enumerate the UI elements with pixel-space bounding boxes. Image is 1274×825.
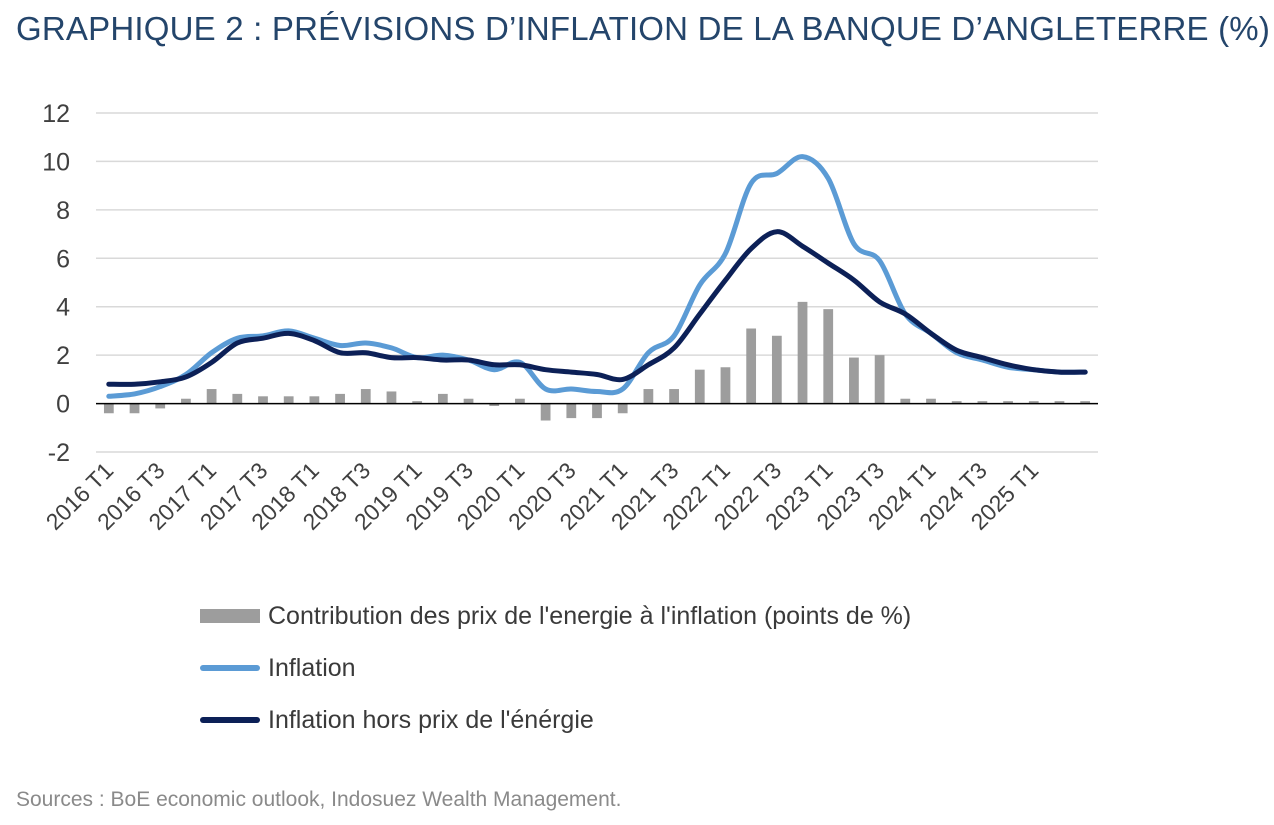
legend-item-energy: Contribution des prix de l'energie à l'i… (200, 590, 911, 642)
energy-bar (386, 391, 397, 404)
y-axis-ticks: -2 0 2 4 6 8 10 12 (42, 100, 70, 467)
energy-bar (540, 403, 551, 421)
energy-bar (823, 309, 834, 404)
energy-bar (849, 357, 859, 404)
energy-bar (309, 396, 320, 404)
core-inflation-line (106, 229, 1088, 387)
y-tick-label: 12 (42, 100, 70, 128)
gridlines (96, 112, 1098, 453)
energy-bar (617, 403, 628, 414)
energy-bar (258, 396, 268, 404)
energy-bar (771, 335, 782, 404)
energy-bar (1003, 401, 1013, 404)
y-tick-label: 10 (42, 148, 70, 176)
y-tick-label: 4 (56, 294, 70, 322)
energy-bar (232, 393, 243, 404)
energy-bar (797, 301, 808, 404)
energy-bar (489, 403, 500, 406)
energy-bar (283, 396, 294, 404)
legend-swatch-energy (200, 609, 260, 623)
energy-bar (746, 328, 757, 404)
energy-bar (694, 369, 705, 404)
energy-bar (1028, 401, 1039, 404)
energy-bar (592, 403, 602, 419)
energy-bar (1054, 401, 1065, 404)
energy-bar (437, 393, 448, 404)
energy-bar (720, 367, 731, 404)
energy-bar (181, 398, 191, 404)
y-tick-label: -2 (48, 439, 70, 467)
energy-bar (515, 398, 525, 404)
y-tick-label: 6 (56, 245, 70, 273)
legend-swatch-core-inflation (200, 717, 260, 723)
legend-item-inflation: Inflation (200, 642, 911, 694)
energy-bar (103, 403, 114, 414)
energy-bar (335, 393, 345, 404)
inflation-line (106, 154, 1088, 399)
energy-bar (874, 355, 885, 404)
energy-bar (669, 389, 679, 404)
energy-bar (643, 389, 654, 404)
energy-bar (360, 389, 371, 404)
energy-bar (926, 398, 936, 404)
energy-bar (463, 398, 474, 404)
energy-bar (206, 389, 217, 404)
legend-label-inflation: Inflation (268, 653, 356, 682)
energy-bar (977, 401, 988, 404)
series-lines (106, 154, 1088, 399)
y-tick-label: 8 (56, 197, 70, 225)
y-tick-label: 2 (56, 342, 70, 370)
energy-bar (129, 403, 140, 414)
energy-bar (1080, 401, 1091, 404)
legend-label-core-inflation: Inflation hors prix de l'énérgie (268, 705, 594, 734)
energy-bar (155, 403, 166, 409)
energy-contribution-bars (103, 301, 1091, 421)
legend-item-core-inflation: Inflation hors prix de l'énérgie (200, 694, 911, 746)
source-note: Sources : BoE economic outlook, Indosuez… (16, 788, 622, 811)
legend-label-energy: Contribution des prix de l'energie à l'i… (268, 601, 912, 630)
energy-bar (951, 401, 962, 404)
energy-bar (900, 398, 911, 404)
legend-swatch-inflation (200, 665, 260, 671)
legend: Contribution des prix de l'energie à l'i… (200, 590, 911, 746)
y-tick-label: 0 (56, 391, 70, 419)
energy-bar (412, 401, 423, 404)
chart-title: GRAPHIQUE 2 : PRÉVISIONS D’INFLATION DE … (16, 10, 1271, 47)
energy-bar (566, 403, 577, 419)
